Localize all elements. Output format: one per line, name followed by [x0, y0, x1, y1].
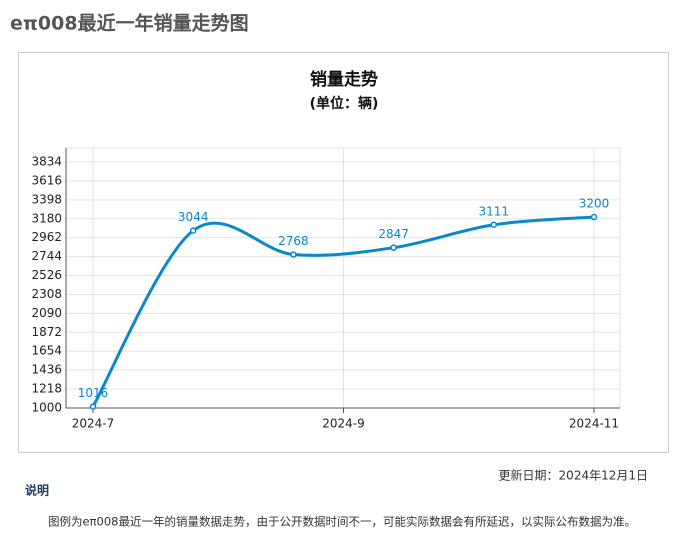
y-tick-label: 1654: [31, 344, 62, 358]
y-tick-label: 1872: [31, 325, 62, 339]
point: [590, 213, 598, 221]
y-tick-label: 2744: [31, 249, 62, 263]
y-tick-label: 1436: [31, 363, 62, 377]
data-label: 3111: [479, 204, 510, 218]
note: 图例为eπ008最近一年的销量数据走势，由于公开数据时间不一，可能实际数据会有所…: [48, 515, 636, 529]
page-title: eπ008最近一年销量走势图: [10, 12, 249, 35]
y-tick-label: 3398: [31, 192, 62, 206]
y-tick-label: 3616: [31, 173, 62, 187]
y-tick-label: 2308: [31, 287, 62, 301]
point: [189, 227, 197, 234]
chart-title: 销量走势: [310, 69, 378, 90]
y-tick-label: 1218: [31, 382, 62, 396]
y-tick-label: 2090: [31, 306, 62, 320]
plot: 1000 1218 1436 1654 1872 2090 2308 2526 2744 2962…: [31, 147, 621, 431]
data-label: 2847: [378, 227, 409, 241]
y-tick-label: 1000: [31, 401, 62, 415]
point: [89, 403, 97, 410]
x-tick-label: 2024-9: [322, 417, 365, 431]
x-tick-label: 2024-7: [72, 417, 115, 431]
data-label: 1016: [78, 386, 109, 400]
data-label: 2768: [278, 234, 309, 248]
point: [490, 221, 498, 229]
data-label: 3044: [178, 210, 209, 224]
y-tick-label: 2962: [31, 230, 62, 244]
y-tick-label: 2526: [31, 268, 62, 282]
update-date: 更新日期：2024年12月1日: [499, 468, 648, 483]
point: [290, 251, 297, 258]
chart-subtitle: (单位：辆): [310, 95, 379, 112]
line: [91, 215, 595, 408]
data-label: 3200: [579, 197, 610, 211]
x-tick-label: 2024-11: [569, 417, 619, 431]
note-title: 说明: [25, 483, 49, 498]
point: [390, 244, 397, 251]
y-tick-label: 3180: [31, 211, 62, 225]
y-tick-label: 3834: [31, 155, 62, 169]
